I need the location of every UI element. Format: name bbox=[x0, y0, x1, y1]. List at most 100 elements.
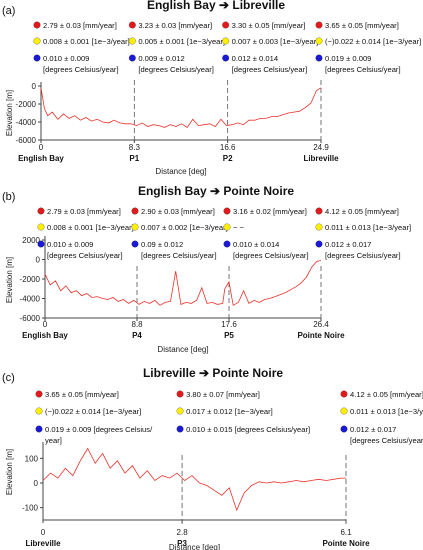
annotation-value: 0.008 ± 0.001 [1e−3/year] bbox=[47, 223, 134, 232]
x-tick-label: 8.8 bbox=[131, 320, 143, 329]
series-line bbox=[44, 260, 322, 306]
salinity-dot bbox=[131, 223, 139, 231]
sea-level-dot bbox=[37, 207, 45, 215]
sea-level-dot bbox=[315, 207, 323, 215]
salinity-dot bbox=[35, 407, 43, 415]
annotation-value: (−)0.022 ± 0.014 [1e−3/year] bbox=[325, 37, 421, 46]
annotation-value: [degrees Celsius/year] bbox=[325, 251, 401, 260]
sea-level-dot bbox=[176, 390, 184, 398]
sea-level-dot bbox=[131, 207, 139, 215]
annotation-value: − − bbox=[233, 223, 245, 232]
annotation-value: 0.010 ± 0.009 bbox=[47, 240, 93, 249]
series-line bbox=[42, 447, 346, 512]
y-tick-label: -6000 bbox=[16, 136, 37, 145]
sea-level-dot bbox=[223, 207, 231, 215]
x-axis-label: Distance [deg] bbox=[169, 543, 220, 550]
annotation-value: year] bbox=[45, 436, 62, 445]
x-tick-label: 0 bbox=[39, 143, 44, 152]
y-tick-label: -2000 bbox=[16, 100, 37, 109]
temperature-dot bbox=[128, 54, 136, 62]
panel-label: (b) bbox=[2, 191, 15, 203]
temperature-dot bbox=[315, 240, 323, 248]
temperature-dot bbox=[315, 54, 323, 62]
annotation-value: 0.09 ± 0.012 bbox=[141, 240, 183, 249]
x-axis-label: Distance [deg] bbox=[157, 345, 208, 354]
series-line bbox=[40, 87, 322, 128]
sea-level-dot bbox=[33, 21, 41, 29]
x-tick-label: 0 bbox=[41, 528, 46, 537]
point-label: P3 bbox=[177, 539, 187, 548]
chart-title: Libreville ➔ Pointe Noire bbox=[143, 366, 283, 380]
annotation-value: 0.019 ± 0.009 [degrees Celsius/ bbox=[45, 425, 153, 434]
y-tick-label: -4000 bbox=[16, 118, 37, 127]
annotation-value: [degrees Celsius/year] bbox=[43, 65, 119, 74]
x-tick-label: 17.6 bbox=[221, 320, 237, 329]
annotation-value: 2.90 ± 0.03 [mm/year] bbox=[141, 207, 215, 216]
annotation-value: 0.019 ± 0.009 bbox=[325, 54, 371, 63]
sea-level-dot bbox=[35, 390, 43, 398]
annotation-value: [degrees Celsius/year] bbox=[232, 65, 308, 74]
annotation-value: [degrees Celsius/year] bbox=[138, 65, 214, 74]
annotation-value: 3.80 ± 0.07 [mm/year] bbox=[186, 390, 260, 399]
annotation-value: 2.79 ± 0.03 [mm/year] bbox=[43, 21, 117, 30]
point-label: English Bay bbox=[22, 331, 68, 340]
salinity-dot bbox=[340, 407, 348, 415]
salinity-dot bbox=[223, 223, 231, 231]
annotation-value: 0.012 ± 0.017 bbox=[350, 425, 396, 434]
point-label: P5 bbox=[224, 331, 234, 340]
sea-level-dot bbox=[315, 21, 323, 29]
annotation-value: 0.008 ± 0.001 [1e−3/year] bbox=[43, 37, 130, 46]
y-axis-label: Elevation [m] bbox=[5, 257, 14, 303]
annotation-value: 0.010 ± 0.014 bbox=[233, 240, 279, 249]
annotation-value: 0.010 ± 0.009 bbox=[43, 54, 89, 63]
panel-label: (a) bbox=[2, 5, 15, 17]
salinity-dot bbox=[33, 37, 41, 45]
annotation-value: 4.12 ± 0.05 [mm/year] bbox=[325, 207, 399, 216]
annotation-value: 3.16 ± 0.02 [mm/year] bbox=[233, 207, 307, 216]
salinity-dot bbox=[315, 37, 323, 45]
annotation-value: [degrees Celsius/year] bbox=[350, 436, 423, 445]
point-label: P4 bbox=[132, 331, 142, 340]
annotation-value: 3.65 ± 0.05 [mm/year] bbox=[325, 21, 399, 30]
point-label: P2 bbox=[223, 154, 233, 163]
x-tick-label: 6.1 bbox=[340, 528, 352, 537]
annotation-value: [degrees Celsius/year] bbox=[233, 251, 309, 260]
salinity-dot bbox=[315, 223, 323, 231]
point-label: Pointe Noire bbox=[322, 539, 370, 548]
y-tick-label: 100 bbox=[25, 454, 39, 463]
x-tick-label: 8.3 bbox=[129, 143, 141, 152]
chart-title: English Bay ➔ Pointe Noire bbox=[138, 184, 294, 198]
chart-title: English Bay ➔ Libreville bbox=[147, 0, 285, 12]
annotation-value: [degrees Celsius/year] bbox=[47, 251, 123, 260]
annotation-value: 3.30 ± 0.05 [mm/year] bbox=[232, 21, 306, 30]
annotation-value: 0.011 ± 0.013 [1e−3/year] bbox=[350, 407, 423, 416]
point-label: Libreville bbox=[303, 154, 339, 163]
y-tick-label: -100 bbox=[22, 504, 39, 513]
annotation-value: 0.005 ± 0.001 [1e−3/year] bbox=[138, 37, 225, 46]
annotation-value: 0.009 ± 0.012 bbox=[138, 54, 184, 63]
annotation-value: 0.011 ± 0.013 [1e−3/year] bbox=[325, 223, 411, 232]
sea-level-dot bbox=[128, 21, 136, 29]
sea-level-dot bbox=[340, 390, 348, 398]
x-tick-label: 0 bbox=[43, 320, 48, 329]
point-label: P1 bbox=[129, 154, 139, 163]
y-axis-label: Elevation [m] bbox=[5, 90, 14, 136]
sea-level-dot bbox=[222, 21, 230, 29]
panel-label: (c) bbox=[2, 372, 15, 384]
temperature-dot bbox=[176, 425, 184, 433]
temperature-dot bbox=[131, 240, 139, 248]
temperature-dot bbox=[37, 240, 45, 248]
x-tick-label: 24.9 bbox=[313, 143, 329, 152]
temperature-dot bbox=[222, 54, 230, 62]
y-tick-label: -6000 bbox=[20, 314, 41, 323]
temperature-dot bbox=[35, 425, 43, 433]
annotation-value: 0.007 ± 0.002 [1e−3/year] bbox=[141, 223, 228, 232]
annotation-value: 4.12 ± 0.05 [mm/year] bbox=[350, 390, 423, 399]
annotation-value: 0.012 ± 0.014 bbox=[232, 54, 278, 63]
annotation-value: 0.017 ± 0.012 [1e−3/year] bbox=[186, 407, 273, 416]
temperature-dot bbox=[223, 240, 231, 248]
y-tick-label: -4000 bbox=[20, 295, 41, 304]
salinity-dot bbox=[222, 37, 230, 45]
y-tick-label: 2000 bbox=[22, 236, 40, 245]
